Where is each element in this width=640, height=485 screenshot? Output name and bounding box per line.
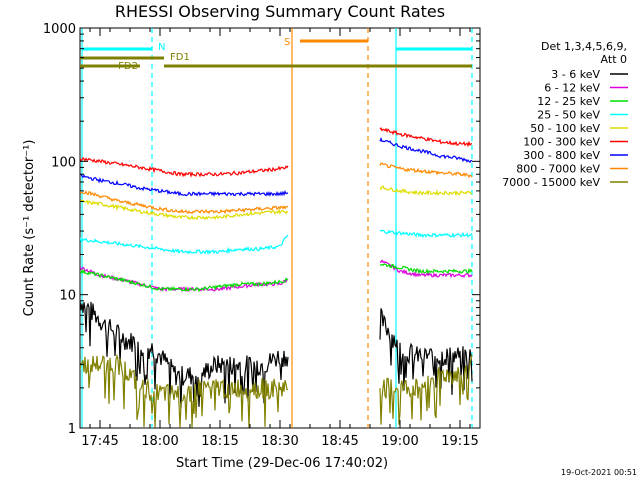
legend-label: 300 - 800 keV <box>523 149 600 162</box>
legend-label: 100 - 300 keV <box>523 136 600 149</box>
status-label: S <box>284 37 290 48</box>
series-line <box>379 136 473 164</box>
legend-label: 7000 - 15000 keV <box>502 176 600 189</box>
x-tick-label: 18:45 <box>321 434 358 449</box>
legend-label: 6 - 12 keV <box>544 82 600 95</box>
series-line <box>80 199 289 221</box>
series-line <box>379 259 473 279</box>
x-tick-label: 19:15 <box>441 434 478 449</box>
legend-header: Att 0 <box>601 53 627 66</box>
legend-label: 12 - 25 keV <box>537 95 600 108</box>
legend-label: 800 - 7000 keV <box>516 163 600 176</box>
series-line <box>379 126 472 148</box>
status-label: FD1 <box>170 52 190 63</box>
y-axis: 1 10 100 1000 <box>43 22 480 437</box>
series-line <box>379 354 473 425</box>
legend-label: 25 - 50 keV <box>537 109 600 122</box>
status-label: N <box>158 42 165 53</box>
status-label: FD2 <box>118 61 138 72</box>
y-tick-label: 10 <box>59 289 76 304</box>
x-tick-label: 17:45 <box>81 434 118 449</box>
series-line <box>80 173 289 197</box>
y-tick-label: 1 <box>68 422 76 437</box>
y-axis-label: Count Rate (s⁻¹ detector⁻¹) <box>22 140 37 317</box>
x-axis: 17:45 18:00 18:15 18:30 18:45 19:00 19:15 <box>81 28 479 449</box>
series-line <box>80 268 289 293</box>
series-line <box>80 190 289 215</box>
series-group <box>80 28 473 428</box>
series-line <box>80 156 289 178</box>
y-tick-label: 1000 <box>43 22 76 37</box>
plot-area: N S FD1 FD2 <box>79 27 481 429</box>
legend-label: 50 - 100 keV <box>530 122 600 135</box>
y-tick-label: 100 <box>51 155 76 170</box>
x-tick-label: 18:15 <box>201 434 238 449</box>
series-line <box>379 185 473 197</box>
series-line <box>379 308 473 395</box>
series-line <box>380 263 473 275</box>
legend-header: Det 1,3,4,5,6,9, <box>541 40 627 53</box>
chart-title: RHESSI Observing Summary Count Rates <box>115 2 445 21</box>
legend-label: 3 - 6 keV <box>551 68 600 81</box>
x-tick-label: 18:00 <box>141 434 178 449</box>
series-line <box>379 229 473 238</box>
x-tick-label: 18:30 <box>261 434 298 449</box>
series-line <box>80 300 289 409</box>
x-axis-label: Start Time (29-Dec-06 17:40:02) <box>176 456 388 471</box>
series-line <box>80 234 289 255</box>
timestamp: 19-Oct-2021 00:51 <box>561 468 637 477</box>
x-tick-label: 19:00 <box>381 434 418 449</box>
series-line <box>379 162 473 179</box>
series-line <box>80 353 289 428</box>
